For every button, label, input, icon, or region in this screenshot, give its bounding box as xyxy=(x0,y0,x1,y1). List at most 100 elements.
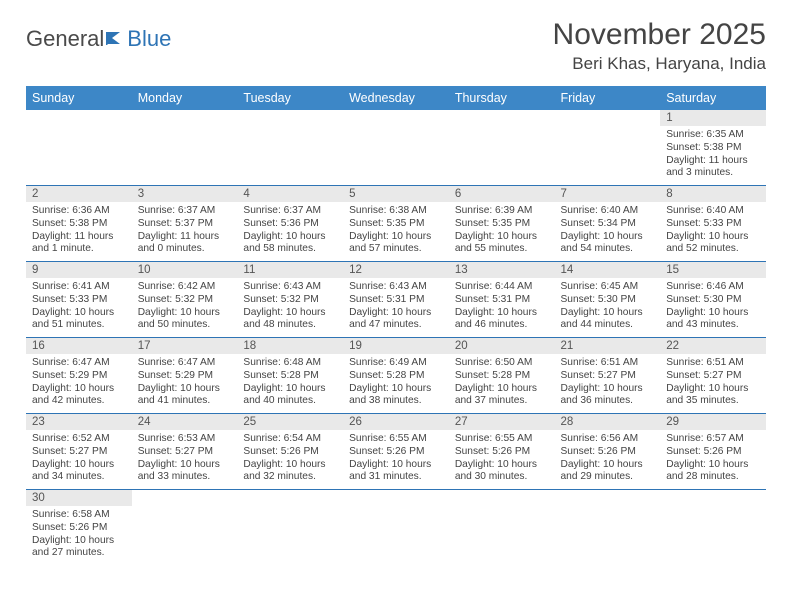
calendar-table: Sunday Monday Tuesday Wednesday Thursday… xyxy=(26,86,766,565)
daylight-text: Daylight: 10 hours and 41 minutes. xyxy=(138,383,232,409)
day-number: 24 xyxy=(132,414,238,430)
daylight-text: Daylight: 10 hours and 29 minutes. xyxy=(561,459,655,485)
day-detail: Sunrise: 6:44 AMSunset: 5:31 PMDaylight:… xyxy=(449,278,555,337)
day-number: 30 xyxy=(26,490,132,506)
dayhead-sat: Saturday xyxy=(660,86,766,110)
sunrise-text: Sunrise: 6:40 AM xyxy=(666,205,760,218)
calendar-cell: 1Sunrise: 6:35 AMSunset: 5:38 PMDaylight… xyxy=(660,110,766,186)
sunrise-text: Sunrise: 6:54 AM xyxy=(243,433,337,446)
sunrise-text: Sunrise: 6:45 AM xyxy=(561,281,655,294)
calendar-cell: 14Sunrise: 6:45 AMSunset: 5:30 PMDayligh… xyxy=(555,262,661,338)
calendar-cell xyxy=(343,110,449,186)
day-detail: Sunrise: 6:53 AMSunset: 5:27 PMDaylight:… xyxy=(132,430,238,489)
sunrise-text: Sunrise: 6:53 AM xyxy=(138,433,232,446)
calendar-cell: 18Sunrise: 6:48 AMSunset: 5:28 PMDayligh… xyxy=(237,338,343,414)
calendar-cell xyxy=(26,110,132,186)
calendar-week-row: 1Sunrise: 6:35 AMSunset: 5:38 PMDaylight… xyxy=(26,110,766,186)
day-number: 22 xyxy=(660,338,766,354)
day-number: 15 xyxy=(660,262,766,278)
calendar-cell: 7Sunrise: 6:40 AMSunset: 5:34 PMDaylight… xyxy=(555,186,661,262)
daylight-text: Daylight: 10 hours and 47 minutes. xyxy=(349,307,443,333)
daylight-text: Daylight: 11 hours and 0 minutes. xyxy=(138,231,232,257)
sunset-text: Sunset: 5:26 PM xyxy=(455,446,549,459)
sunrise-text: Sunrise: 6:36 AM xyxy=(32,205,126,218)
day-detail: Sunrise: 6:39 AMSunset: 5:35 PMDaylight:… xyxy=(449,202,555,261)
dayhead-sun: Sunday xyxy=(26,86,132,110)
calendar-cell xyxy=(449,110,555,186)
sunrise-text: Sunrise: 6:56 AM xyxy=(561,433,655,446)
sunrise-text: Sunrise: 6:49 AM xyxy=(349,357,443,370)
calendar-cell xyxy=(555,110,661,186)
calendar-cell: 24Sunrise: 6:53 AMSunset: 5:27 PMDayligh… xyxy=(132,414,238,490)
sunset-text: Sunset: 5:27 PM xyxy=(561,370,655,383)
sunset-text: Sunset: 5:33 PM xyxy=(666,218,760,231)
day-number: 12 xyxy=(343,262,449,278)
day-detail: Sunrise: 6:54 AMSunset: 5:26 PMDaylight:… xyxy=(237,430,343,489)
day-number: 26 xyxy=(343,414,449,430)
sunrise-text: Sunrise: 6:51 AM xyxy=(561,357,655,370)
sunset-text: Sunset: 5:27 PM xyxy=(138,446,232,459)
daylight-text: Daylight: 10 hours and 33 minutes. xyxy=(138,459,232,485)
daylight-text: Daylight: 10 hours and 44 minutes. xyxy=(561,307,655,333)
day-number: 2 xyxy=(26,186,132,202)
sunrise-text: Sunrise: 6:55 AM xyxy=(349,433,443,446)
sunset-text: Sunset: 5:26 PM xyxy=(32,522,126,535)
day-detail: Sunrise: 6:36 AMSunset: 5:38 PMDaylight:… xyxy=(26,202,132,261)
day-detail: Sunrise: 6:46 AMSunset: 5:30 PMDaylight:… xyxy=(660,278,766,337)
sunset-text: Sunset: 5:32 PM xyxy=(243,294,337,307)
sunrise-text: Sunrise: 6:42 AM xyxy=(138,281,232,294)
day-detail: Sunrise: 6:56 AMSunset: 5:26 PMDaylight:… xyxy=(555,430,661,489)
daylight-text: Daylight: 10 hours and 28 minutes. xyxy=(666,459,760,485)
sunset-text: Sunset: 5:33 PM xyxy=(32,294,126,307)
day-number: 3 xyxy=(132,186,238,202)
day-detail: Sunrise: 6:55 AMSunset: 5:26 PMDaylight:… xyxy=(449,430,555,489)
day-number: 6 xyxy=(449,186,555,202)
sunset-text: Sunset: 5:28 PM xyxy=(349,370,443,383)
title-block: November 2025 Beri Khas, Haryana, India xyxy=(553,18,766,74)
day-number: 29 xyxy=(660,414,766,430)
sunset-text: Sunset: 5:35 PM xyxy=(455,218,549,231)
day-number: 4 xyxy=(237,186,343,202)
sunrise-text: Sunrise: 6:44 AM xyxy=(455,281,549,294)
calendar-cell xyxy=(660,490,766,566)
day-detail: Sunrise: 6:47 AMSunset: 5:29 PMDaylight:… xyxy=(26,354,132,413)
day-detail: Sunrise: 6:42 AMSunset: 5:32 PMDaylight:… xyxy=(132,278,238,337)
daylight-text: Daylight: 11 hours and 1 minute. xyxy=(32,231,126,257)
day-number: 27 xyxy=(449,414,555,430)
day-number: 13 xyxy=(449,262,555,278)
daylight-text: Daylight: 10 hours and 50 minutes. xyxy=(138,307,232,333)
daylight-text: Daylight: 10 hours and 35 minutes. xyxy=(666,383,760,409)
sunset-text: Sunset: 5:26 PM xyxy=(243,446,337,459)
sunset-text: Sunset: 5:27 PM xyxy=(32,446,126,459)
daylight-text: Daylight: 10 hours and 34 minutes. xyxy=(32,459,126,485)
calendar-cell: 11Sunrise: 6:43 AMSunset: 5:32 PMDayligh… xyxy=(237,262,343,338)
day-number: 25 xyxy=(237,414,343,430)
day-number: 14 xyxy=(555,262,661,278)
daylight-text: Daylight: 10 hours and 52 minutes. xyxy=(666,231,760,257)
sunrise-text: Sunrise: 6:40 AM xyxy=(561,205,655,218)
daylight-text: Daylight: 10 hours and 30 minutes. xyxy=(455,459,549,485)
sunset-text: Sunset: 5:31 PM xyxy=(349,294,443,307)
calendar-cell: 26Sunrise: 6:55 AMSunset: 5:26 PMDayligh… xyxy=(343,414,449,490)
day-number: 17 xyxy=(132,338,238,354)
day-detail: Sunrise: 6:40 AMSunset: 5:33 PMDaylight:… xyxy=(660,202,766,261)
calendar-cell: 16Sunrise: 6:47 AMSunset: 5:29 PMDayligh… xyxy=(26,338,132,414)
sunrise-text: Sunrise: 6:46 AM xyxy=(666,281,760,294)
day-detail: Sunrise: 6:43 AMSunset: 5:31 PMDaylight:… xyxy=(343,278,449,337)
header: GeneralBlue November 2025 Beri Khas, Har… xyxy=(26,18,766,74)
logo-flag-icon xyxy=(106,26,126,52)
day-detail: Sunrise: 6:51 AMSunset: 5:27 PMDaylight:… xyxy=(660,354,766,413)
day-detail: Sunrise: 6:41 AMSunset: 5:33 PMDaylight:… xyxy=(26,278,132,337)
day-detail: Sunrise: 6:35 AMSunset: 5:38 PMDaylight:… xyxy=(660,126,766,185)
day-detail: Sunrise: 6:43 AMSunset: 5:32 PMDaylight:… xyxy=(237,278,343,337)
sunset-text: Sunset: 5:27 PM xyxy=(666,370,760,383)
day-number: 10 xyxy=(132,262,238,278)
daylight-text: Daylight: 10 hours and 27 minutes. xyxy=(32,535,126,561)
calendar-week-row: 2Sunrise: 6:36 AMSunset: 5:38 PMDaylight… xyxy=(26,186,766,262)
dayhead-wed: Wednesday xyxy=(343,86,449,110)
calendar-cell xyxy=(343,490,449,566)
daylight-text: Daylight: 10 hours and 57 minutes. xyxy=(349,231,443,257)
sunrise-text: Sunrise: 6:48 AM xyxy=(243,357,337,370)
sunset-text: Sunset: 5:37 PM xyxy=(138,218,232,231)
sunrise-text: Sunrise: 6:37 AM xyxy=(138,205,232,218)
